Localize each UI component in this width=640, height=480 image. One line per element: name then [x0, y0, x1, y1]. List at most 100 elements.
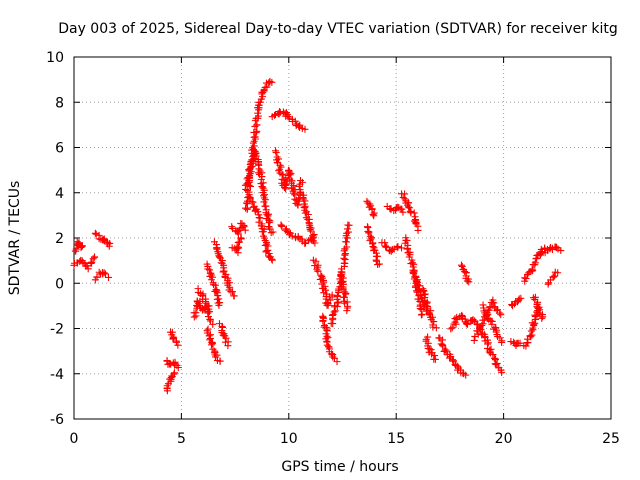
data-point: [204, 265, 212, 273]
data-point: [256, 98, 264, 106]
data-point: [522, 275, 530, 283]
data-point: [260, 87, 268, 95]
data-point: [457, 261, 465, 269]
data-point: [279, 108, 287, 116]
data-point: [333, 292, 341, 300]
data-point: [430, 355, 438, 363]
data-point: [551, 272, 559, 280]
data-point: [458, 262, 466, 270]
data-point: [207, 341, 215, 349]
data-point: [323, 337, 331, 345]
data-point: [260, 198, 268, 206]
data-point: [461, 268, 469, 276]
data-point: [329, 353, 337, 361]
y-tick-label: -2: [50, 322, 64, 338]
data-point: [250, 128, 258, 136]
x-tick-label: 5: [177, 431, 186, 447]
data-point: [398, 244, 406, 252]
data-track-arc-31: [398, 190, 422, 234]
data-point: [403, 244, 411, 252]
data-point: [474, 330, 482, 338]
data-point: [473, 327, 481, 335]
data-point: [215, 301, 223, 309]
data-point: [333, 358, 341, 366]
data-track-arc-47: [537, 243, 565, 257]
data-point: [398, 205, 406, 213]
data-track-arc-11: [203, 260, 224, 309]
data-point: [307, 227, 315, 235]
data-point: [406, 204, 414, 212]
data-point: [211, 281, 219, 289]
data-point: [104, 273, 112, 281]
data-point: [341, 299, 349, 307]
data-point: [462, 371, 470, 379]
data-point: [311, 239, 319, 247]
y-tick-label: -6: [50, 412, 64, 428]
data-point: [414, 282, 422, 290]
data-track-arc-14: [228, 234, 245, 257]
data-point: [539, 313, 547, 321]
data-track-arc-12: [210, 238, 238, 300]
data-point: [465, 278, 473, 286]
data-track-arc-38: [457, 261, 473, 286]
data-point: [246, 194, 254, 202]
data-point: [224, 342, 232, 350]
data-track-arc-48: [544, 268, 562, 288]
data-point: [206, 316, 214, 324]
data-point: [463, 277, 471, 285]
data-point: [527, 327, 535, 335]
data-point: [328, 311, 336, 319]
data-point: [341, 251, 349, 259]
x-tick-label: 25: [602, 431, 620, 447]
data-point: [254, 112, 262, 120]
data-point: [102, 270, 110, 278]
data-point: [437, 340, 445, 348]
data-point: [253, 127, 261, 135]
data-point: [478, 321, 486, 329]
data-point: [268, 78, 276, 86]
data-point: [458, 314, 466, 322]
data-point: [206, 266, 214, 274]
data-point: [470, 336, 478, 344]
y-tick-label: 8: [55, 95, 64, 111]
data-point: [408, 259, 416, 267]
data-point: [317, 271, 325, 279]
data-point: [265, 210, 273, 218]
data-point: [310, 231, 318, 239]
data-point: [394, 243, 402, 251]
data-point: [497, 311, 505, 319]
data-point: [365, 229, 373, 237]
data-point: [291, 117, 299, 125]
x-tick-label: 0: [70, 431, 79, 447]
data-point: [294, 201, 302, 209]
data-point: [515, 295, 523, 303]
data-point: [100, 269, 108, 277]
data-point: [496, 309, 504, 317]
data-point: [344, 221, 352, 229]
data-point: [328, 291, 336, 299]
data-point: [255, 218, 263, 226]
data-point: [265, 79, 273, 87]
data-point: [174, 363, 182, 371]
data-point: [72, 245, 80, 253]
data-point: [204, 325, 212, 333]
data-track-arc-5: [163, 369, 178, 395]
data-point: [297, 188, 305, 196]
data-point: [268, 255, 276, 263]
data-point: [369, 243, 377, 251]
data-point: [370, 212, 378, 220]
data-point: [285, 114, 293, 122]
data-track-arc-3: [91, 229, 114, 250]
data-point: [277, 221, 285, 229]
data-point: [213, 289, 221, 297]
data-point: [422, 301, 430, 309]
data-point: [219, 323, 227, 331]
data-point: [314, 267, 322, 275]
data-point: [105, 242, 113, 250]
y-tick-label: 2: [55, 231, 64, 247]
data-point: [535, 309, 543, 317]
data-point: [343, 229, 351, 237]
data-point: [243, 187, 251, 195]
data-point: [90, 253, 98, 261]
data-point: [373, 252, 381, 260]
